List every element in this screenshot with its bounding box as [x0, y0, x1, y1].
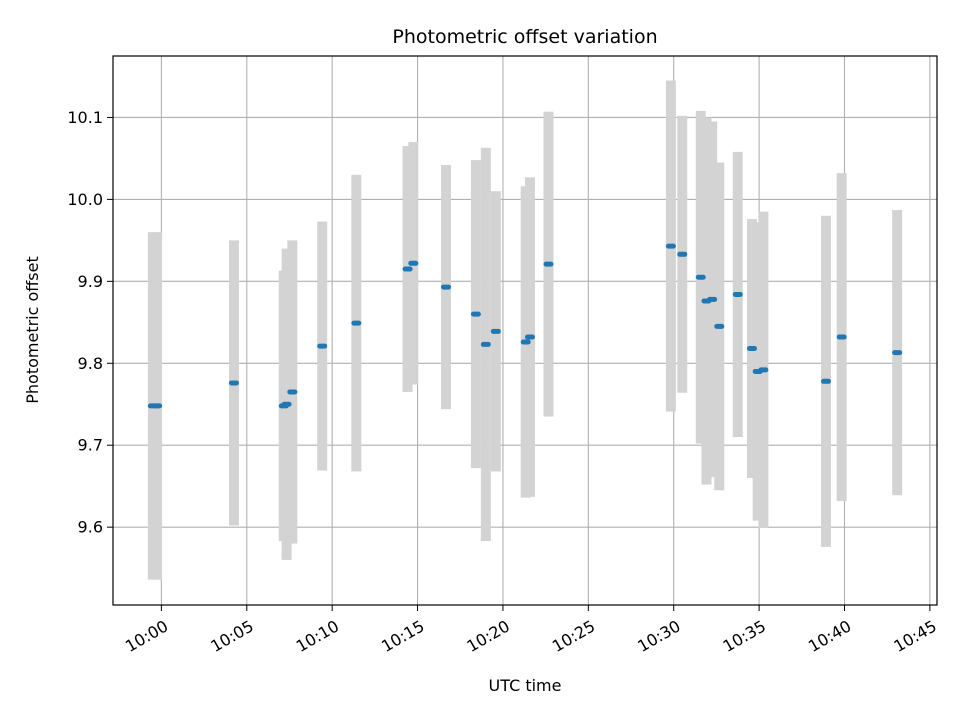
data-point — [441, 284, 452, 290]
data-points — [147, 243, 903, 409]
y-tick-label: 9.8 — [78, 354, 103, 373]
data-point — [351, 320, 362, 326]
data-point — [287, 389, 298, 395]
chart-title: Photometric offset variation — [392, 26, 657, 48]
data-point — [317, 343, 328, 349]
y-tick-label: 9.9 — [78, 272, 103, 291]
data-point — [408, 260, 419, 266]
data-point — [490, 328, 501, 334]
data-point — [714, 323, 725, 329]
data-point — [402, 266, 413, 272]
data-point — [892, 350, 903, 356]
data-point — [152, 403, 163, 409]
y-tick-label: 10.0 — [67, 190, 103, 209]
data-point — [758, 367, 769, 373]
data-point — [746, 346, 757, 352]
data-point — [732, 291, 743, 297]
data-point — [665, 243, 676, 249]
y-axis: 9.6 9.7 9.8 9.9 10.0 10.1 — [67, 108, 113, 537]
y-tick-label: 9.7 — [78, 436, 103, 455]
plot-frame — [112, 55, 938, 606]
y-axis-label: Photometric offset — [23, 256, 42, 404]
data-point — [470, 311, 481, 317]
y-tick-label: 9.6 — [78, 518, 103, 537]
data-point — [228, 380, 239, 386]
data-point — [820, 378, 831, 384]
data-point — [520, 339, 531, 345]
data-point — [677, 251, 688, 257]
data-point — [707, 296, 718, 302]
data-point — [543, 261, 554, 267]
data-point — [281, 401, 292, 407]
y-tick-label: 10.1 — [67, 108, 103, 127]
data-point — [695, 274, 706, 280]
data-point — [836, 334, 847, 340]
data-point — [480, 341, 491, 347]
data-point — [524, 334, 535, 340]
x-axis-label: UTC time — [489, 676, 562, 695]
